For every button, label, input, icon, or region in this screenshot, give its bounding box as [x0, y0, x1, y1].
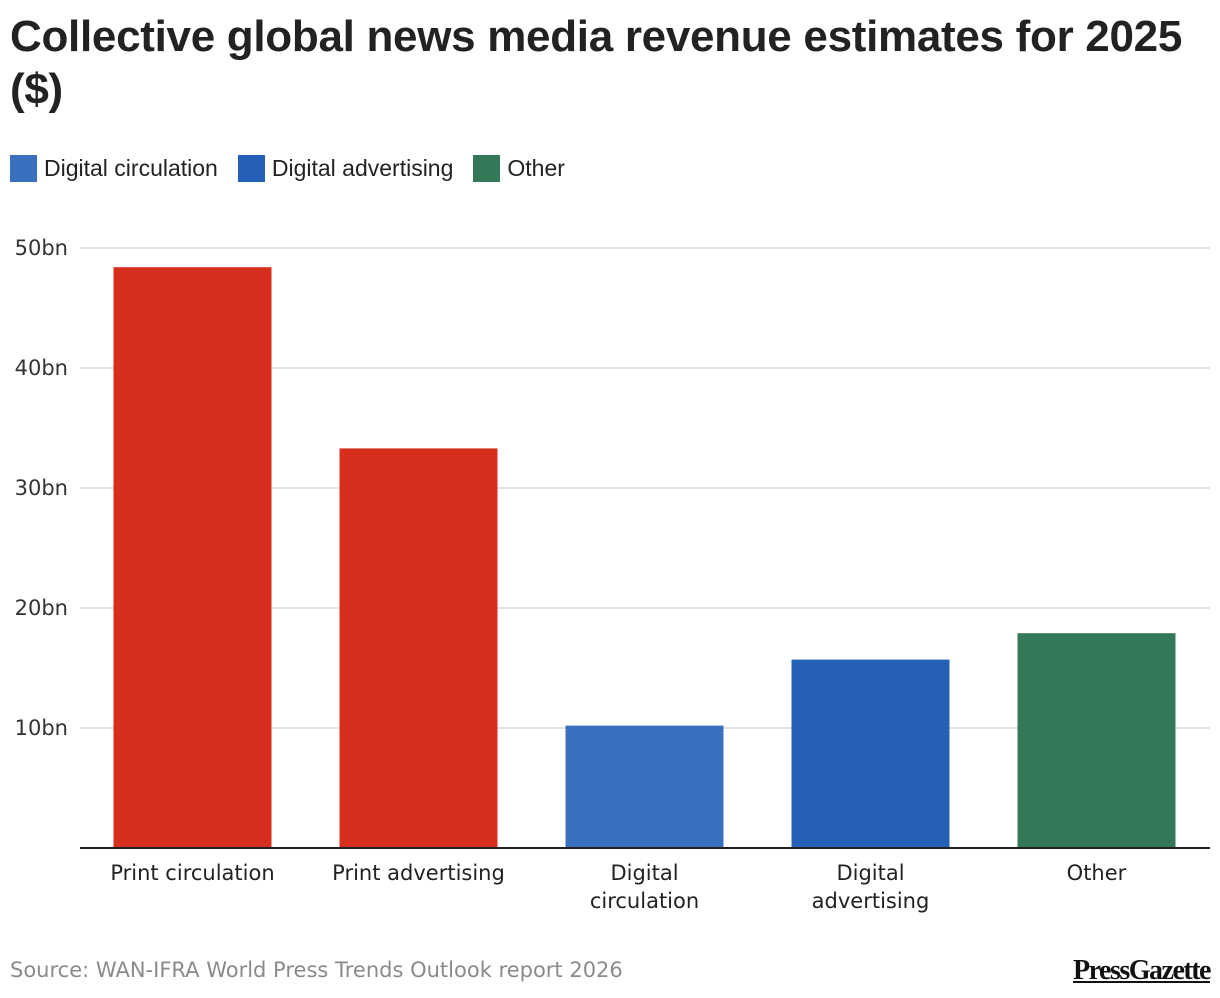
bar [1017, 633, 1176, 848]
brand-logo: PressGazette [1073, 955, 1211, 986]
legend-label: Other [507, 155, 565, 181]
x-axis-ticks: Print circulation Print advertising Digita… [110, 861, 1126, 913]
legend-item: Other [473, 155, 565, 182]
y-tick-label: 10bn [15, 716, 68, 740]
legend-item: Digital circulation [10, 155, 218, 182]
legend-label: Digital circulation [44, 155, 218, 181]
y-axis-ticks: 10bn 20bn 30bn 40bn 50bn [15, 236, 68, 740]
bar [565, 725, 724, 848]
y-tick-label: 50bn [15, 236, 68, 260]
bar [339, 448, 498, 848]
legend-label: Digital advertising [271, 155, 454, 181]
x-tick-label: Digital circulation [590, 861, 699, 913]
x-tick-label: Print circulation [110, 861, 274, 885]
x-tick-label: Digital advertising [812, 861, 930, 913]
y-tick-label: 40bn [15, 356, 68, 380]
chart-title: Collective global news media revenue est… [10, 12, 1182, 114]
bars [113, 267, 1176, 848]
y-tick-label: 30bn [15, 476, 68, 500]
source-note: Source: WAN-IFRA World Press Trends Outl… [10, 958, 623, 982]
y-tick-label: 20bn [15, 596, 68, 620]
legend-item: Digital advertising [237, 155, 454, 182]
legend: Digital circulation Digital advertising Ot… [10, 155, 585, 182]
x-tick-label: Print advertising [332, 861, 505, 885]
legend-swatch [237, 155, 265, 182]
legend-swatch [473, 155, 501, 182]
bar [113, 267, 272, 848]
bar [791, 659, 950, 848]
x-tick-label: Other [1067, 861, 1127, 885]
legend-swatch [10, 155, 37, 182]
